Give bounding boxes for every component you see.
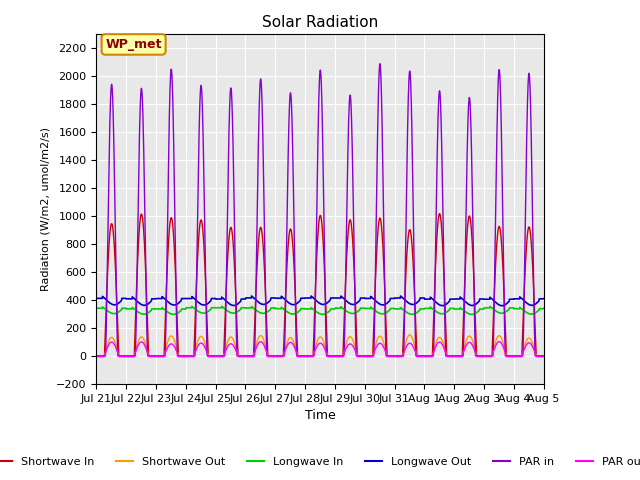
Title: Solar Radiation: Solar Radiation xyxy=(262,15,378,30)
Legend: Shortwave In, Shortwave Out, Longwave In, Longwave Out, PAR in, PAR out: Shortwave In, Shortwave Out, Longwave In… xyxy=(0,453,640,471)
X-axis label: Time: Time xyxy=(305,409,335,422)
Text: WP_met: WP_met xyxy=(106,38,162,51)
Y-axis label: Radiation (W/m2, umol/m2/s): Radiation (W/m2, umol/m2/s) xyxy=(40,127,51,291)
